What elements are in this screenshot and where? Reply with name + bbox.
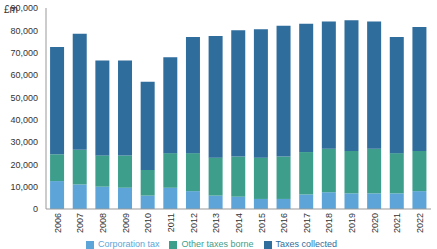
svg-text:10,000: 10,000 (10, 182, 38, 192)
svg-text:50,000: 50,000 (10, 93, 38, 103)
svg-text:70,000: 70,000 (10, 48, 38, 58)
svg-text:2017: 2017 (302, 213, 312, 233)
svg-text:2010: 2010 (143, 213, 153, 233)
svg-text:2012: 2012 (189, 213, 199, 233)
svg-text:2021: 2021 (392, 213, 402, 233)
svg-text:2013: 2013 (211, 213, 221, 233)
svg-text:80,000: 80,000 (10, 26, 38, 36)
svg-text:2011: 2011 (166, 213, 176, 232)
svg-text:2006: 2006 (53, 213, 63, 233)
svg-text:30,000: 30,000 (10, 137, 38, 147)
svg-text:60,000: 60,000 (10, 70, 38, 80)
svg-text:2014: 2014 (234, 213, 244, 233)
svg-text:2022: 2022 (415, 213, 425, 233)
svg-text:2008: 2008 (98, 213, 108, 233)
svg-text:2018: 2018 (324, 213, 334, 233)
svg-text:20,000: 20,000 (10, 160, 38, 170)
svg-text:2009: 2009 (121, 213, 131, 233)
svg-text:2015: 2015 (257, 213, 267, 233)
svg-text:2020: 2020 (370, 213, 380, 233)
svg-text:2019: 2019 (347, 213, 357, 233)
svg-text:40,000: 40,000 (10, 115, 38, 125)
svg-text:90,000: 90,000 (10, 3, 38, 13)
svg-text:2016: 2016 (279, 213, 289, 233)
svg-text:0: 0 (33, 204, 38, 214)
svg-text:2007: 2007 (75, 213, 85, 233)
